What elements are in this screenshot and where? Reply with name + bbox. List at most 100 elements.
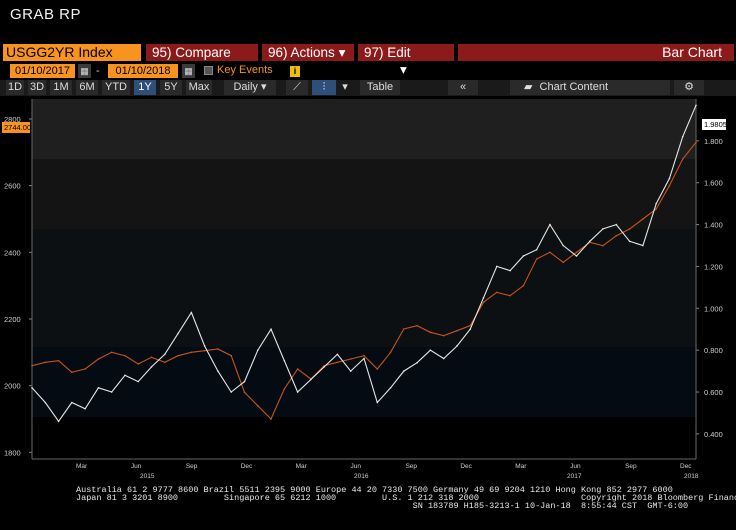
collapse-left-icon[interactable]: « (448, 80, 478, 95)
period-button-5y[interactable]: 5Y (160, 80, 182, 95)
right-last-value-badge (702, 119, 726, 130)
period-button-3d[interactable]: 3D (28, 80, 46, 95)
series-point-right (57, 420, 60, 423)
price-chart[interactable]: 1800 2000 2200 2400 2600 2800 0.400 0.600 0.800… (0, 97, 736, 485)
series-point-right (456, 345, 458, 347)
line-chart-icon[interactable]: ⟋ (286, 80, 308, 95)
series-point-left (31, 364, 33, 367)
series-point-right (389, 387, 392, 389)
series-point-right (535, 248, 538, 251)
chart-content-button[interactable]: ▰ Chart Content (510, 80, 670, 95)
series-point-right (137, 380, 140, 383)
period-button-max[interactable]: Max (186, 80, 212, 95)
series-point-right (429, 349, 432, 351)
series-point-right (177, 332, 179, 335)
right-last-value: 1.9805 (704, 120, 727, 129)
series-point-right (323, 366, 325, 368)
gear-icon[interactable]: ⚙ (674, 80, 704, 95)
frequency-label: Daily (233, 81, 258, 93)
chevron-down-icon: ▾ (400, 62, 407, 77)
table-button[interactable]: Table (360, 80, 400, 95)
calendar-icon[interactable]: ▦ (78, 64, 91, 78)
compare-label: 95) Compare (152, 45, 231, 60)
series-point-left (296, 368, 299, 370)
series-point-right (376, 401, 379, 404)
series-point-right (283, 359, 286, 362)
calendar-icon[interactable]: ▦ (182, 64, 195, 78)
series-point-left (376, 368, 379, 370)
series-point-right (442, 357, 445, 360)
shade-band (32, 229, 696, 347)
series-point-right (482, 297, 485, 299)
series-point-left (695, 141, 697, 144)
date-separator: - (96, 65, 100, 77)
series-point-left (535, 258, 538, 260)
series-point-right (416, 361, 418, 364)
series-point-right (642, 244, 644, 247)
start-date-field[interactable]: 01/10/2017 (10, 64, 75, 78)
key-events-checkbox[interactable] (204, 66, 213, 75)
series-point-left (562, 261, 564, 264)
shade-band (32, 347, 696, 417)
x-axis-tick: Dec (460, 463, 472, 470)
series-point-right (562, 244, 564, 247)
series-point-left (164, 361, 166, 364)
series-point-right (203, 345, 206, 347)
series-point-right (230, 391, 232, 393)
chart-type-button[interactable]: Bar Chart (458, 44, 734, 61)
actions-label: 96) Actions (268, 45, 335, 60)
period-button-6m[interactable]: 6M (76, 80, 98, 95)
actions-menu[interactable]: 96) Actions ▾ (262, 44, 354, 61)
series-point-right (695, 104, 697, 107)
series-point-left (628, 228, 631, 230)
chevron-down-icon[interactable]: ▾ (338, 80, 352, 95)
period-button-1y[interactable]: 1Y (134, 80, 156, 95)
series-point-right (602, 227, 604, 230)
left-axis-tick: 2200 (4, 315, 21, 324)
series-point-left (655, 208, 657, 210)
edit-label: 97) Edit (364, 45, 411, 60)
x-axis-tick: Sep (625, 463, 637, 470)
ticker-field[interactable]: USGG2YR Index (3, 44, 141, 61)
chart-content-label: Chart Content (539, 81, 609, 93)
x-axis-tick: Jun (131, 463, 142, 470)
series-point-right (469, 328, 472, 331)
edit-menu[interactable]: 97) Edit ▾ (358, 44, 454, 77)
key-events-label: Key Events (217, 64, 273, 76)
series-point-right (549, 223, 551, 226)
series-point-left (150, 356, 153, 359)
series-point-left (124, 354, 126, 357)
x-axis-tick: Mar (515, 463, 527, 470)
period-button-1m[interactable]: 1M (50, 80, 72, 95)
x-axis-tick: Sep (186, 463, 198, 470)
end-date-field[interactable]: 01/10/2018 (108, 64, 178, 78)
series-point-left (97, 358, 100, 360)
series-point-right (256, 349, 259, 351)
frequency-select[interactable]: Daily ▾ (224, 80, 276, 95)
period-button-ytd[interactable]: YTD (102, 80, 130, 95)
bar-chart-icon[interactable]: ⫶ (312, 80, 336, 95)
series-point-left (602, 244, 604, 247)
shade-band (32, 159, 696, 229)
series-point-right (124, 374, 126, 377)
series-point-right (336, 353, 339, 356)
right-axis-tick: 1.200 (704, 262, 723, 271)
series-point-right (217, 370, 219, 372)
x-axis-year: 2018 (684, 473, 699, 480)
x-axis-year: 2017 (567, 473, 582, 480)
series-point-right (496, 265, 498, 268)
shade-band (32, 99, 696, 159)
series-point-left (283, 388, 286, 390)
left-axis-tick: 2000 (4, 382, 21, 391)
series-point-left (642, 218, 644, 220)
series-point-left (243, 391, 246, 394)
x-axis-tick: Sep (405, 463, 417, 470)
compare-menu[interactable]: 95) Compare (146, 44, 258, 61)
window-title: GRAB RP (10, 6, 82, 23)
series-point-right (349, 370, 352, 372)
series-point-left (416, 324, 418, 327)
info-icon[interactable]: i (290, 66, 300, 77)
x-axis-tick: Mar (76, 463, 88, 470)
series-point-left (256, 404, 259, 407)
period-button-1d[interactable]: 1D (6, 80, 24, 95)
